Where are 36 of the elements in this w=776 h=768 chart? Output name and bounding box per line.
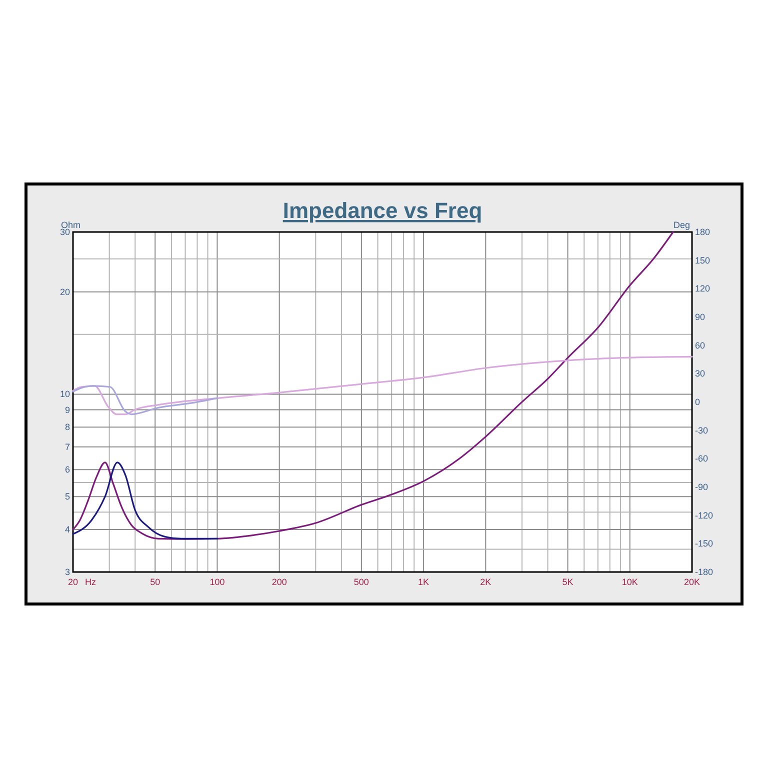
x-tick-label: 100: [210, 577, 225, 587]
x-tick-label: 2K: [480, 577, 492, 587]
x-tick-label: 20K: [684, 577, 700, 587]
x-tick-label: 5K: [562, 577, 574, 587]
y2-tick-label: 150: [695, 255, 710, 266]
y2-tick-label: -30: [695, 425, 708, 436]
x-tick-label: 500: [354, 577, 369, 587]
y2-tick-label: 0: [695, 397, 700, 407]
x-tick-label: 200: [272, 577, 287, 587]
y2-tick-label: 180: [695, 227, 710, 237]
y2-tick-label: -120: [695, 510, 714, 520]
y-tick-label: 3: [64, 567, 70, 577]
chart-title: Impedance vs Freq: [282, 198, 482, 223]
y-tick-label: 7: [64, 442, 70, 452]
y-tick-label: 6: [64, 464, 70, 475]
y-tick-label: 10: [60, 389, 70, 400]
y-tick-label: 30: [60, 227, 70, 237]
y2-axis-title: Deg: [673, 220, 690, 230]
y-tick-label: 20: [60, 286, 70, 297]
y-tick-label: 9: [64, 404, 70, 415]
x-axis-title: Hz: [85, 577, 96, 587]
y-tick-label: 8: [64, 422, 70, 432]
x-tick-label: 1K: [418, 577, 430, 587]
y2-tick-label: -90: [695, 482, 708, 492]
y2-tick-label: 60: [695, 340, 706, 350]
y2-tick-label: 120: [695, 284, 710, 294]
y2-tick-label: -150: [695, 538, 714, 549]
y2-tick-label: 90: [695, 312, 706, 322]
y-tick-label: 5: [64, 492, 70, 502]
y2-tick-label: -180: [695, 567, 714, 577]
y2-tick-label: -60: [695, 454, 708, 464]
x-tick-label: 50: [150, 577, 160, 587]
y2-tick-label: 30: [695, 368, 706, 379]
y-tick-label: 4: [64, 524, 70, 535]
x-tick-label: 10K: [622, 577, 638, 587]
y-axis-title: Ohm: [61, 220, 81, 230]
